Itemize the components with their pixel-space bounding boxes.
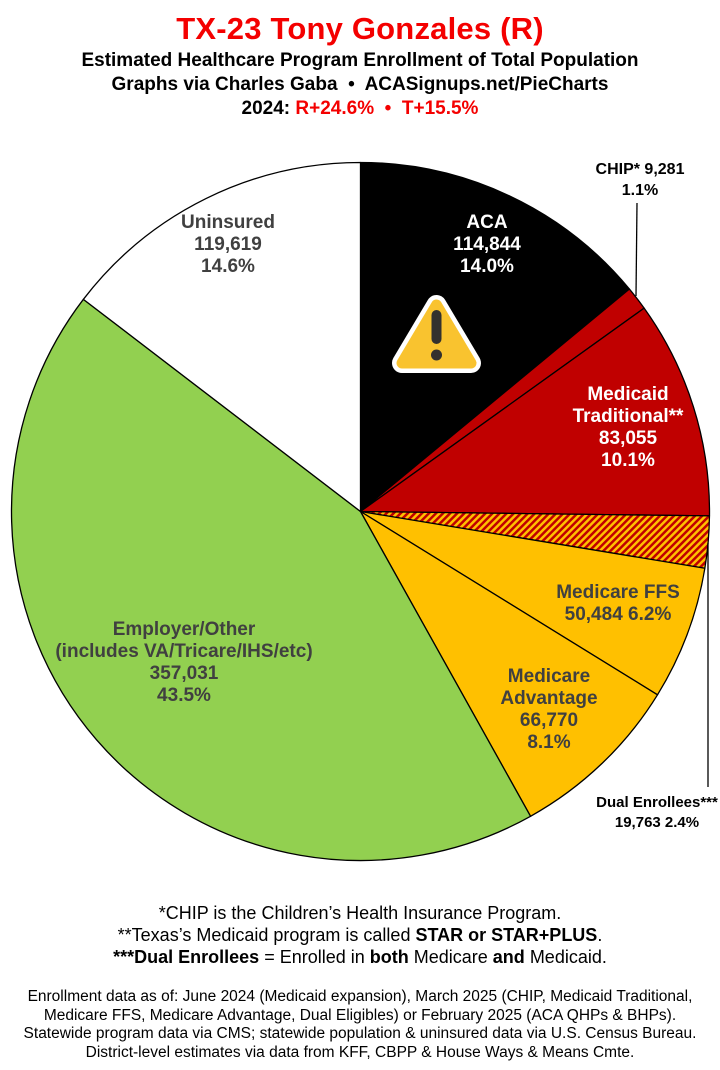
footnote-medicaid-post: . — [597, 925, 603, 945]
credit-line: Graphs via Charles Gaba • ACASignups.net… — [111, 74, 609, 95]
footnote-medicaid-pre: **Texas’s Medicaid program is called — [117, 925, 416, 945]
footnote-dual-bold1: ***Dual Enrollees — [113, 947, 260, 967]
pie-slice-uninsured — [82, 161, 362, 513]
footnote-chip: *CHIP is the Children’s Health Insurance… — [0, 902, 720, 924]
leader-line-chip — [635, 202, 638, 297]
pie-slice-employer-other — [10, 298, 532, 862]
pie-slice-medicare-advantage — [359, 510, 659, 817]
partisan-lean-line: 2024: R+24.6% • T+15.5% — [0, 98, 720, 120]
source-line-3: Statewide program data via CMS; statewid… — [23, 1025, 697, 1042]
footnote-dual-bold2: both — [369, 947, 409, 967]
footnote-dual-mid1: = Enrolled in — [259, 947, 370, 967]
pie-slices — [10, 161, 711, 862]
chart-subtitle: Estimated Healthcare Program Enrollment … — [81, 50, 639, 71]
leader-lines — [635, 202, 709, 787]
partisan-lean-year: 2024: — [241, 98, 296, 119]
footnote-dual-bold3: and — [492, 947, 525, 967]
page-title: TX-23 Tony Gonzales (R) — [176, 11, 544, 46]
pie-slice-aca — [359, 161, 631, 513]
footnotes: *CHIP is the Children’s Health Insurance… — [0, 902, 720, 968]
warning-icon — [392, 295, 481, 373]
footnote-chip-text: *CHIP is the Children’s Health Insurance… — [158, 903, 562, 923]
source-line-4: District-level estimates via data from K… — [85, 1043, 635, 1061]
pie-slice-medicare-ffs — [359, 510, 706, 696]
source-line-2: Medicare FFS, Medicare Advantage, Dual E… — [43, 1006, 677, 1024]
footnote-medicaid-bold: STAR or STAR+PLUS — [415, 925, 598, 945]
footnote-dual-post: Medicaid. — [524, 947, 607, 967]
footnote-dual: ***Dual Enrollees = Enrolled in both Med… — [0, 946, 720, 968]
pie-slice-medicaid-traditional — [359, 307, 711, 517]
footnote-medicaid: **Texas’s Medicaid program is called STA… — [0, 924, 720, 946]
partisan-lean-values: R+24.6% • T+15.5% — [295, 98, 479, 119]
footnote-dual-mid2: Medicare — [408, 947, 493, 967]
source-note: Enrollment data as of: June 2024 (Medica… — [0, 988, 720, 1062]
source-line-1: Enrollment data as of: June 2024 (Medica… — [27, 988, 693, 1005]
